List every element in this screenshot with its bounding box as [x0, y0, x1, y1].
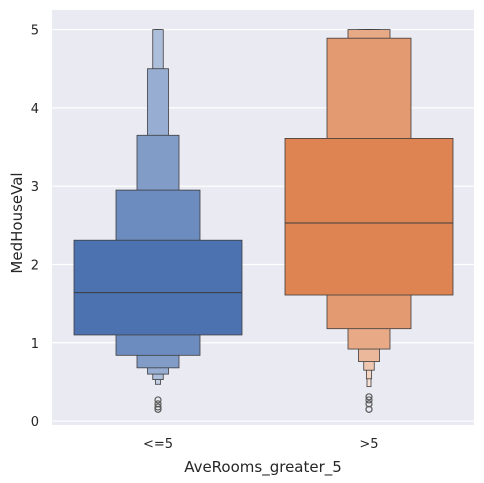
x-tick-labels: <=5 >5	[143, 437, 379, 452]
y-tick-label: 4	[31, 102, 39, 117]
x-axis-label: AveRooms_greater_5	[184, 458, 342, 477]
y-tick-label: 1	[31, 337, 39, 352]
y-tick-label: 5	[31, 24, 39, 39]
outlier-point	[365, 405, 373, 413]
outlier-point	[365, 393, 373, 401]
outlier-point	[154, 396, 162, 404]
y-tick-label: 0	[31, 415, 39, 430]
outlier-point	[154, 403, 162, 411]
y-tick-label: 3	[31, 180, 39, 195]
y-axis-label: MedHouseVal	[8, 172, 26, 273]
x-tick-label: <=5	[143, 437, 173, 452]
x-tick-label: >5	[359, 437, 378, 452]
boxen-marks	[73, 29, 454, 413]
boxen-level	[284, 138, 454, 296]
y-tick-labels: 0 1 2 3 4 5	[31, 24, 39, 431]
boxen-level	[73, 239, 243, 336]
y-tick-label: 2	[31, 258, 39, 273]
outlier-point	[365, 396, 373, 404]
outlier-point	[154, 405, 162, 413]
